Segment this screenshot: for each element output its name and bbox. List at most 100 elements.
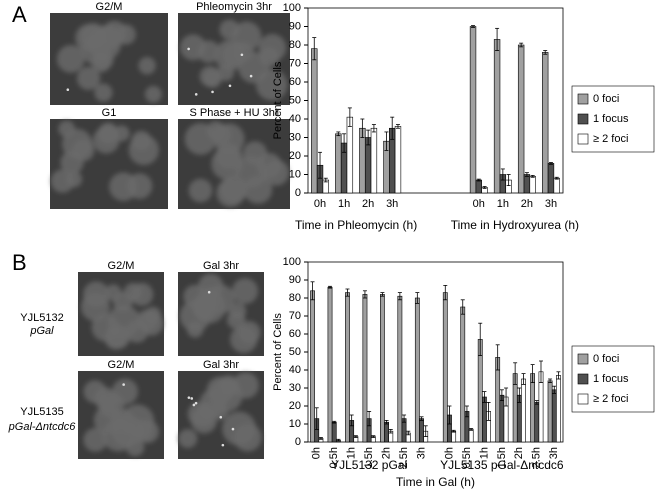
x-tick-label: 0h <box>314 198 326 210</box>
bar <box>521 378 526 443</box>
cell <box>213 123 245 155</box>
legend-label: 0 foci <box>593 93 619 105</box>
bar <box>529 176 536 194</box>
error-bar <box>384 419 389 425</box>
bar <box>530 373 536 443</box>
x-tick-label: 1h <box>338 198 350 210</box>
bar <box>551 389 557 443</box>
y-axis-title: Percent of Cells <box>272 61 284 139</box>
error-bar <box>415 292 420 304</box>
error-bar <box>366 129 371 146</box>
bar <box>346 116 354 194</box>
legend-swatch <box>577 373 589 385</box>
cell <box>131 130 152 151</box>
cell <box>258 33 287 62</box>
y-tick-label: 10 <box>289 418 301 430</box>
x-tick-label: 3h <box>545 198 557 210</box>
bar <box>468 429 474 443</box>
strain-genotype: pGal-Δntcdc6 <box>8 421 77 433</box>
error-bar <box>538 360 543 384</box>
bar <box>523 174 531 194</box>
bar <box>359 127 366 194</box>
cells <box>80 281 164 350</box>
error-bar <box>314 407 319 430</box>
error-bar <box>402 414 407 423</box>
image-label: Phleomycin 3hr <box>196 1 272 13</box>
cell <box>76 66 101 90</box>
bar <box>345 292 350 443</box>
error-bar <box>318 437 323 440</box>
error-bar <box>469 428 474 431</box>
cell <box>83 427 108 452</box>
cell <box>138 56 156 75</box>
cells <box>184 121 290 207</box>
cell <box>222 411 257 446</box>
x-tick-label: 1.5h <box>496 447 508 468</box>
cell <box>232 278 259 305</box>
cell <box>192 289 226 324</box>
error-bar <box>476 178 481 182</box>
x-tick-label: 0.5h <box>328 447 340 468</box>
cells <box>180 19 288 101</box>
error-bar <box>395 124 400 129</box>
error-bar <box>521 373 526 385</box>
error-bar <box>419 416 424 421</box>
y-tick-label: 50 <box>289 346 301 358</box>
cell <box>219 19 240 40</box>
legend-label: 1 focus <box>593 113 629 125</box>
x-tick-label: 2h <box>513 447 525 459</box>
error-bar <box>530 175 535 178</box>
error-bar <box>371 435 376 438</box>
error-bar <box>506 174 511 187</box>
x-tick-label: 1h <box>478 447 490 459</box>
focus <box>66 88 70 91</box>
cells <box>179 273 261 354</box>
y-tick-label: 40 <box>289 113 301 125</box>
bar <box>397 295 403 443</box>
y-tick-label: 0 <box>295 187 301 199</box>
x-tick-label: 2.5h <box>398 447 410 468</box>
focus <box>190 397 194 400</box>
error-bar <box>478 322 483 357</box>
y-tick-label: 100 <box>283 256 301 268</box>
y-tick-label: 80 <box>289 39 301 51</box>
x-axis-title: Time in Gal (h) <box>396 475 475 489</box>
focus <box>122 383 125 386</box>
error-bar <box>504 387 509 407</box>
cell <box>56 44 85 73</box>
error-bar <box>388 428 393 434</box>
y-tick-label: 30 <box>289 382 301 394</box>
focus <box>192 403 196 407</box>
error-bar <box>318 151 323 179</box>
error-bar <box>380 292 385 297</box>
x-tick-label: 2h <box>521 198 533 210</box>
bar <box>499 394 505 443</box>
bar <box>475 179 482 194</box>
y-tick-label: 70 <box>289 310 301 322</box>
cells <box>50 120 159 201</box>
y-tick-label: 50 <box>289 94 301 106</box>
y-tick-label: 60 <box>289 328 301 340</box>
error-bar <box>451 429 456 433</box>
bar <box>556 375 561 443</box>
cell <box>104 284 122 302</box>
cell <box>94 83 113 102</box>
error-bar <box>406 430 411 436</box>
error-bar <box>397 292 402 301</box>
y-tick-label: 100 <box>283 2 301 14</box>
error-bar <box>360 118 365 138</box>
group-label: Time in Hydroxyurea (h) <box>451 218 579 232</box>
bar <box>482 396 487 443</box>
error-bar <box>362 290 367 299</box>
focus <box>207 290 211 294</box>
bar <box>362 294 368 443</box>
focus <box>240 53 244 57</box>
bar <box>547 163 555 194</box>
error-bar <box>471 25 476 28</box>
error-bar <box>524 172 529 177</box>
cell <box>130 282 154 306</box>
cell <box>60 150 84 175</box>
image-label: G1 <box>102 107 117 119</box>
error-bar <box>499 389 504 402</box>
cell <box>126 173 153 199</box>
